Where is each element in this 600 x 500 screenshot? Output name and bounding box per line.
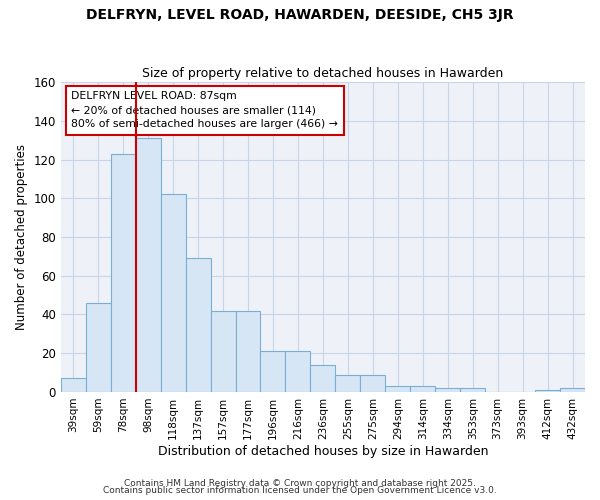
Bar	[86, 303, 111, 392]
Bar	[236, 310, 260, 392]
Bar	[435, 388, 460, 392]
Text: Contains HM Land Registry data © Crown copyright and database right 2025.: Contains HM Land Registry data © Crown c…	[124, 478, 476, 488]
Bar	[335, 374, 361, 392]
Bar	[185, 258, 211, 392]
Text: DELFRYN, LEVEL ROAD, HAWARDEN, DEESIDE, CH5 3JR: DELFRYN, LEVEL ROAD, HAWARDEN, DEESIDE, …	[86, 8, 514, 22]
Bar	[460, 388, 485, 392]
Y-axis label: Number of detached properties: Number of detached properties	[15, 144, 28, 330]
Title: Size of property relative to detached houses in Hawarden: Size of property relative to detached ho…	[142, 66, 503, 80]
Bar	[260, 352, 286, 392]
Bar	[410, 386, 435, 392]
Bar	[61, 378, 86, 392]
Bar	[560, 388, 585, 392]
Bar	[211, 310, 236, 392]
Bar	[535, 390, 560, 392]
X-axis label: Distribution of detached houses by size in Hawarden: Distribution of detached houses by size …	[158, 444, 488, 458]
Bar	[111, 154, 136, 392]
Bar	[385, 386, 410, 392]
Bar	[361, 374, 385, 392]
Bar	[136, 138, 161, 392]
Text: Contains public sector information licensed under the Open Government Licence v3: Contains public sector information licen…	[103, 486, 497, 495]
Bar	[310, 365, 335, 392]
Bar	[161, 194, 185, 392]
Text: DELFRYN LEVEL ROAD: 87sqm
← 20% of detached houses are smaller (114)
80% of semi: DELFRYN LEVEL ROAD: 87sqm ← 20% of detac…	[71, 92, 338, 130]
Bar	[286, 352, 310, 392]
